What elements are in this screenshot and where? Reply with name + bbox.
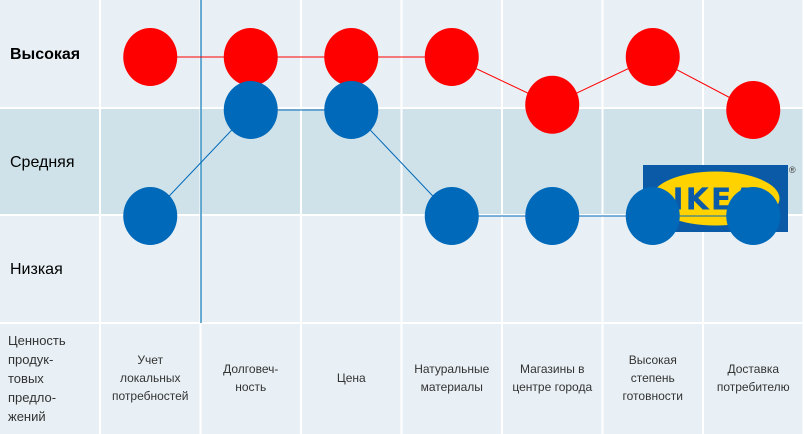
category-label: Учет <box>137 353 163 367</box>
category-label: Цена <box>337 371 366 385</box>
series-0-point-6 <box>726 81 781 139</box>
corner-label: Ценность продук-товых предло-жений <box>8 333 66 424</box>
category-label: ность <box>235 380 266 394</box>
category-label: локальных <box>120 371 181 385</box>
level-label: Низкая <box>10 261 63 278</box>
category-label: степень <box>631 371 675 385</box>
series-1-point-2 <box>324 81 379 139</box>
series-0-point-0 <box>123 28 178 86</box>
series-0-point-4 <box>525 75 580 134</box>
series-layer <box>123 28 781 245</box>
level-labels: Высокая Средняя Низкая <box>10 46 80 278</box>
category-labels: Учет локальных потребностей Долговеч-ность Ц… <box>112 353 790 403</box>
level-label: Высокая <box>10 46 80 63</box>
category-label: Натуральные <box>414 362 489 376</box>
category-label: потребителю <box>717 380 790 394</box>
corner-label-line: продук- <box>8 352 53 367</box>
corner-label-line: Ценность <box>8 333 66 348</box>
series-1-point-4 <box>525 187 580 245</box>
corner-label-line: товых <box>8 371 44 386</box>
category-label: готовности <box>623 389 683 403</box>
series-1-point-0 <box>123 187 178 245</box>
category-label: потребностей <box>112 389 189 403</box>
series-0-point-5 <box>625 28 680 86</box>
series-1-point-6 <box>726 187 781 245</box>
series-1-point-5 <box>625 187 680 245</box>
series-0-point-1 <box>223 28 278 86</box>
corner-label-line: предло- <box>8 390 56 405</box>
category-label: Доставка <box>727 362 779 376</box>
category-label: центре города <box>512 380 592 394</box>
series-0-point-3 <box>424 28 479 86</box>
category-label: Высокая <box>629 353 677 367</box>
level-label: Средняя <box>10 154 75 171</box>
category-label: материалы <box>421 380 483 394</box>
corner-label-line: жений <box>8 409 46 424</box>
category-label: Магазины в <box>520 362 585 376</box>
series-0-point-2 <box>324 28 379 86</box>
series-1-point-3 <box>424 187 479 245</box>
logo-registered-mark: ® <box>789 165 796 175</box>
series-1-point-1 <box>223 81 278 139</box>
category-label: Долговеч- <box>223 362 278 376</box>
